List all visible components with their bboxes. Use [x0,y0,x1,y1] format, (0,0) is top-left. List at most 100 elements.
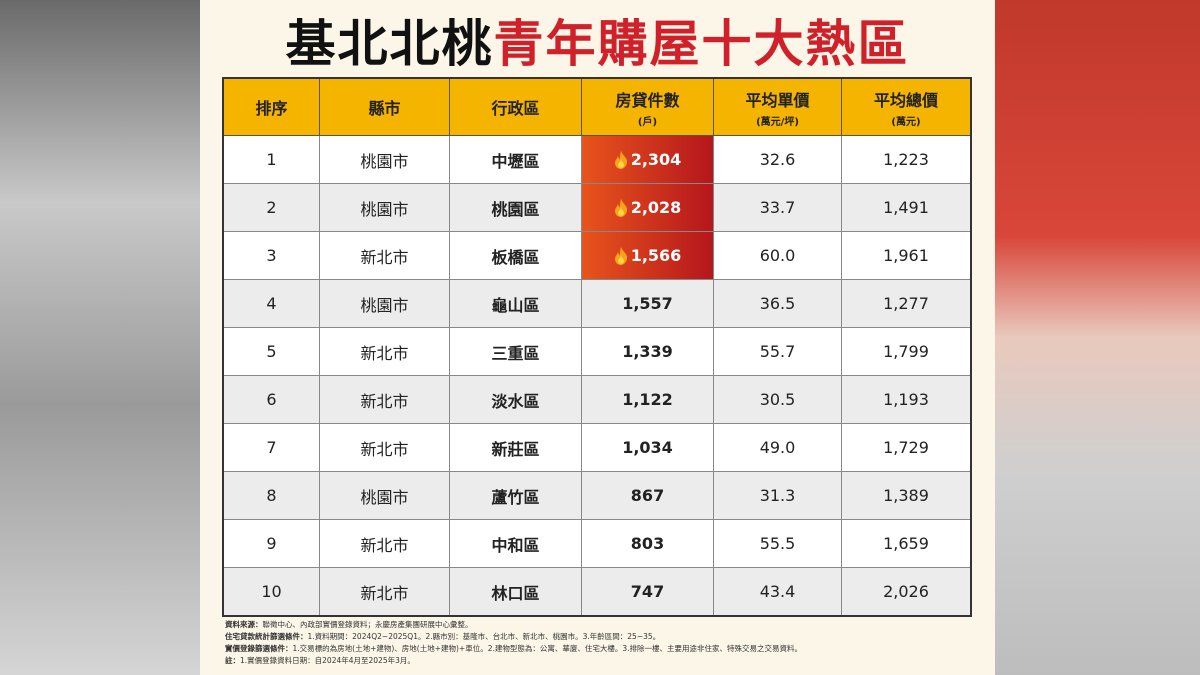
cell-text: 中和區 [491,535,540,555]
cell-text: 1,659 [883,534,929,553]
cell-text: 36.5 [759,294,796,313]
table-cell: 桃園市 [320,280,450,328]
cell-text: 蘆竹區 [491,487,540,507]
cell-text: 桃園市 [360,295,409,315]
cell-text: 1,223 [883,150,929,169]
note-line: 住宅貸款統計篩選條件：1.資料期間：2024Q2~2025Q1。2.縣市別：基隆… [225,631,985,643]
cell-text: 新北市 [360,343,409,363]
table-cell: 4 [224,280,320,328]
table-cell: 867 [582,472,714,520]
column-label: 排序 [255,99,288,118]
cell-text: 747 [630,582,665,601]
header-cell: 行政區 [450,79,582,136]
table-cell: 1,566 [582,232,714,280]
cell-text: 55.5 [759,534,796,553]
cell-text: 新北市 [360,439,409,459]
cell-text: 桃園市 [360,487,409,507]
column-label: 房貸件數 [615,90,680,110]
cell-text: 中壢區 [491,151,540,171]
table-cell: 新北市 [320,328,450,376]
cell-text: 4 [266,294,277,313]
cell-text: 2,304 [630,150,682,169]
table-cell: 9 [224,520,320,568]
cell-text: 1,729 [883,438,929,457]
title: 基北北桃青年購屋十大熱區 [200,4,995,76]
table-cell: 803 [582,520,714,568]
table-cell: 新北市 [320,520,450,568]
table-cell: 新莊區 [450,424,582,472]
cell-text: 桃園市 [360,151,409,171]
title-black: 基北北桃 [285,15,494,73]
cell-text: 1,339 [622,342,673,361]
note-label: 註： [225,656,240,665]
column-label: 縣市 [368,99,401,118]
cell-text: 49.0 [759,438,796,457]
cell-text: 1,799 [883,342,929,361]
table-cell: 10 [224,568,320,615]
header-cell: 平均單價 (萬元/坪) [714,79,842,136]
cell-text: 9 [266,534,277,553]
table-cell: 1,034 [582,424,714,472]
table-cell: 30.5 [714,376,842,424]
flame-icon [614,246,627,265]
table-cell: 桃園市 [320,136,450,184]
header-cell: 平均總價 (萬元) [842,79,970,136]
cell-text: 3 [266,246,277,265]
cell-text: 新北市 [360,247,409,267]
cell-text: 55.7 [759,342,796,361]
table-cell: 747 [582,568,714,615]
cell-text: 6 [266,390,277,409]
note-text: 1.交易標的為房地(土地+建物)、房地(土地+建物)+車位。2.建物型態為：公寓… [292,644,803,653]
table-cell: 新北市 [320,232,450,280]
cell-text: 8 [266,486,277,505]
header-cell: 排序 [224,79,320,136]
table-cell: 1,557 [582,280,714,328]
table-cell: 2,026 [842,568,970,615]
table-cell: 3 [224,232,320,280]
cell-text: 7 [266,438,277,457]
table-cell: 1,961 [842,232,970,280]
column-label: 行政區 [491,99,540,118]
table-cell: 桃園市 [320,472,450,520]
cell-text: 新莊區 [491,439,540,459]
table-cell: 龜山區 [450,280,582,328]
table-row: 8 桃園市 蘆竹區 867 31.3 1,389 [224,472,970,520]
table-row: 2 桃園市 桃園區 2,028 33.7 1,491 [224,184,970,232]
table-cell: 桃園區 [450,184,582,232]
cell-text: 桃園區 [491,199,540,219]
table-cell: 2 [224,184,320,232]
header-cell: 縣市 [320,79,450,136]
table-cell: 1,389 [842,472,970,520]
cell-text: 867 [630,486,665,505]
table-cell: 32.6 [714,136,842,184]
cell-text: 林口區 [491,583,540,603]
cell-text: 1,389 [883,486,929,505]
cell-text: 淡水區 [491,391,540,411]
title-red: 青年購屋十大熱區 [493,15,910,73]
table-cell: 1,339 [582,328,714,376]
cell-text: 2,028 [630,198,682,217]
note-line: 註：1.實價登錄資料日期：自2024年4月至2025年3月。 [225,655,985,667]
table-cell: 36.5 [714,280,842,328]
header-cell: 房貸件數 (戶) [582,79,714,136]
table-cell: 1 [224,136,320,184]
table-cell: 60.0 [714,232,842,280]
cell-text: 10 [261,582,282,601]
table-cell: 蘆竹區 [450,472,582,520]
cell-text: 1,557 [622,294,673,313]
note-label: 資料來源： [225,620,263,629]
table-cell: 33.7 [714,184,842,232]
table-cell: 5 [224,328,320,376]
cell-text: 30.5 [759,390,796,409]
cell-text: 1,193 [883,390,929,409]
cell-text: 2 [266,198,277,217]
cell-text: 1 [266,150,277,169]
table-cell: 淡水區 [450,376,582,424]
table-cell: 31.3 [714,472,842,520]
table-row: 7 新北市 新莊區 1,034 49.0 1,729 [224,424,970,472]
table-cell: 板橋區 [450,232,582,280]
table-cell: 中和區 [450,520,582,568]
column-label: 平均總價 [873,90,938,110]
table-cell: 三重區 [450,328,582,376]
table-cell: 2,028 [582,184,714,232]
